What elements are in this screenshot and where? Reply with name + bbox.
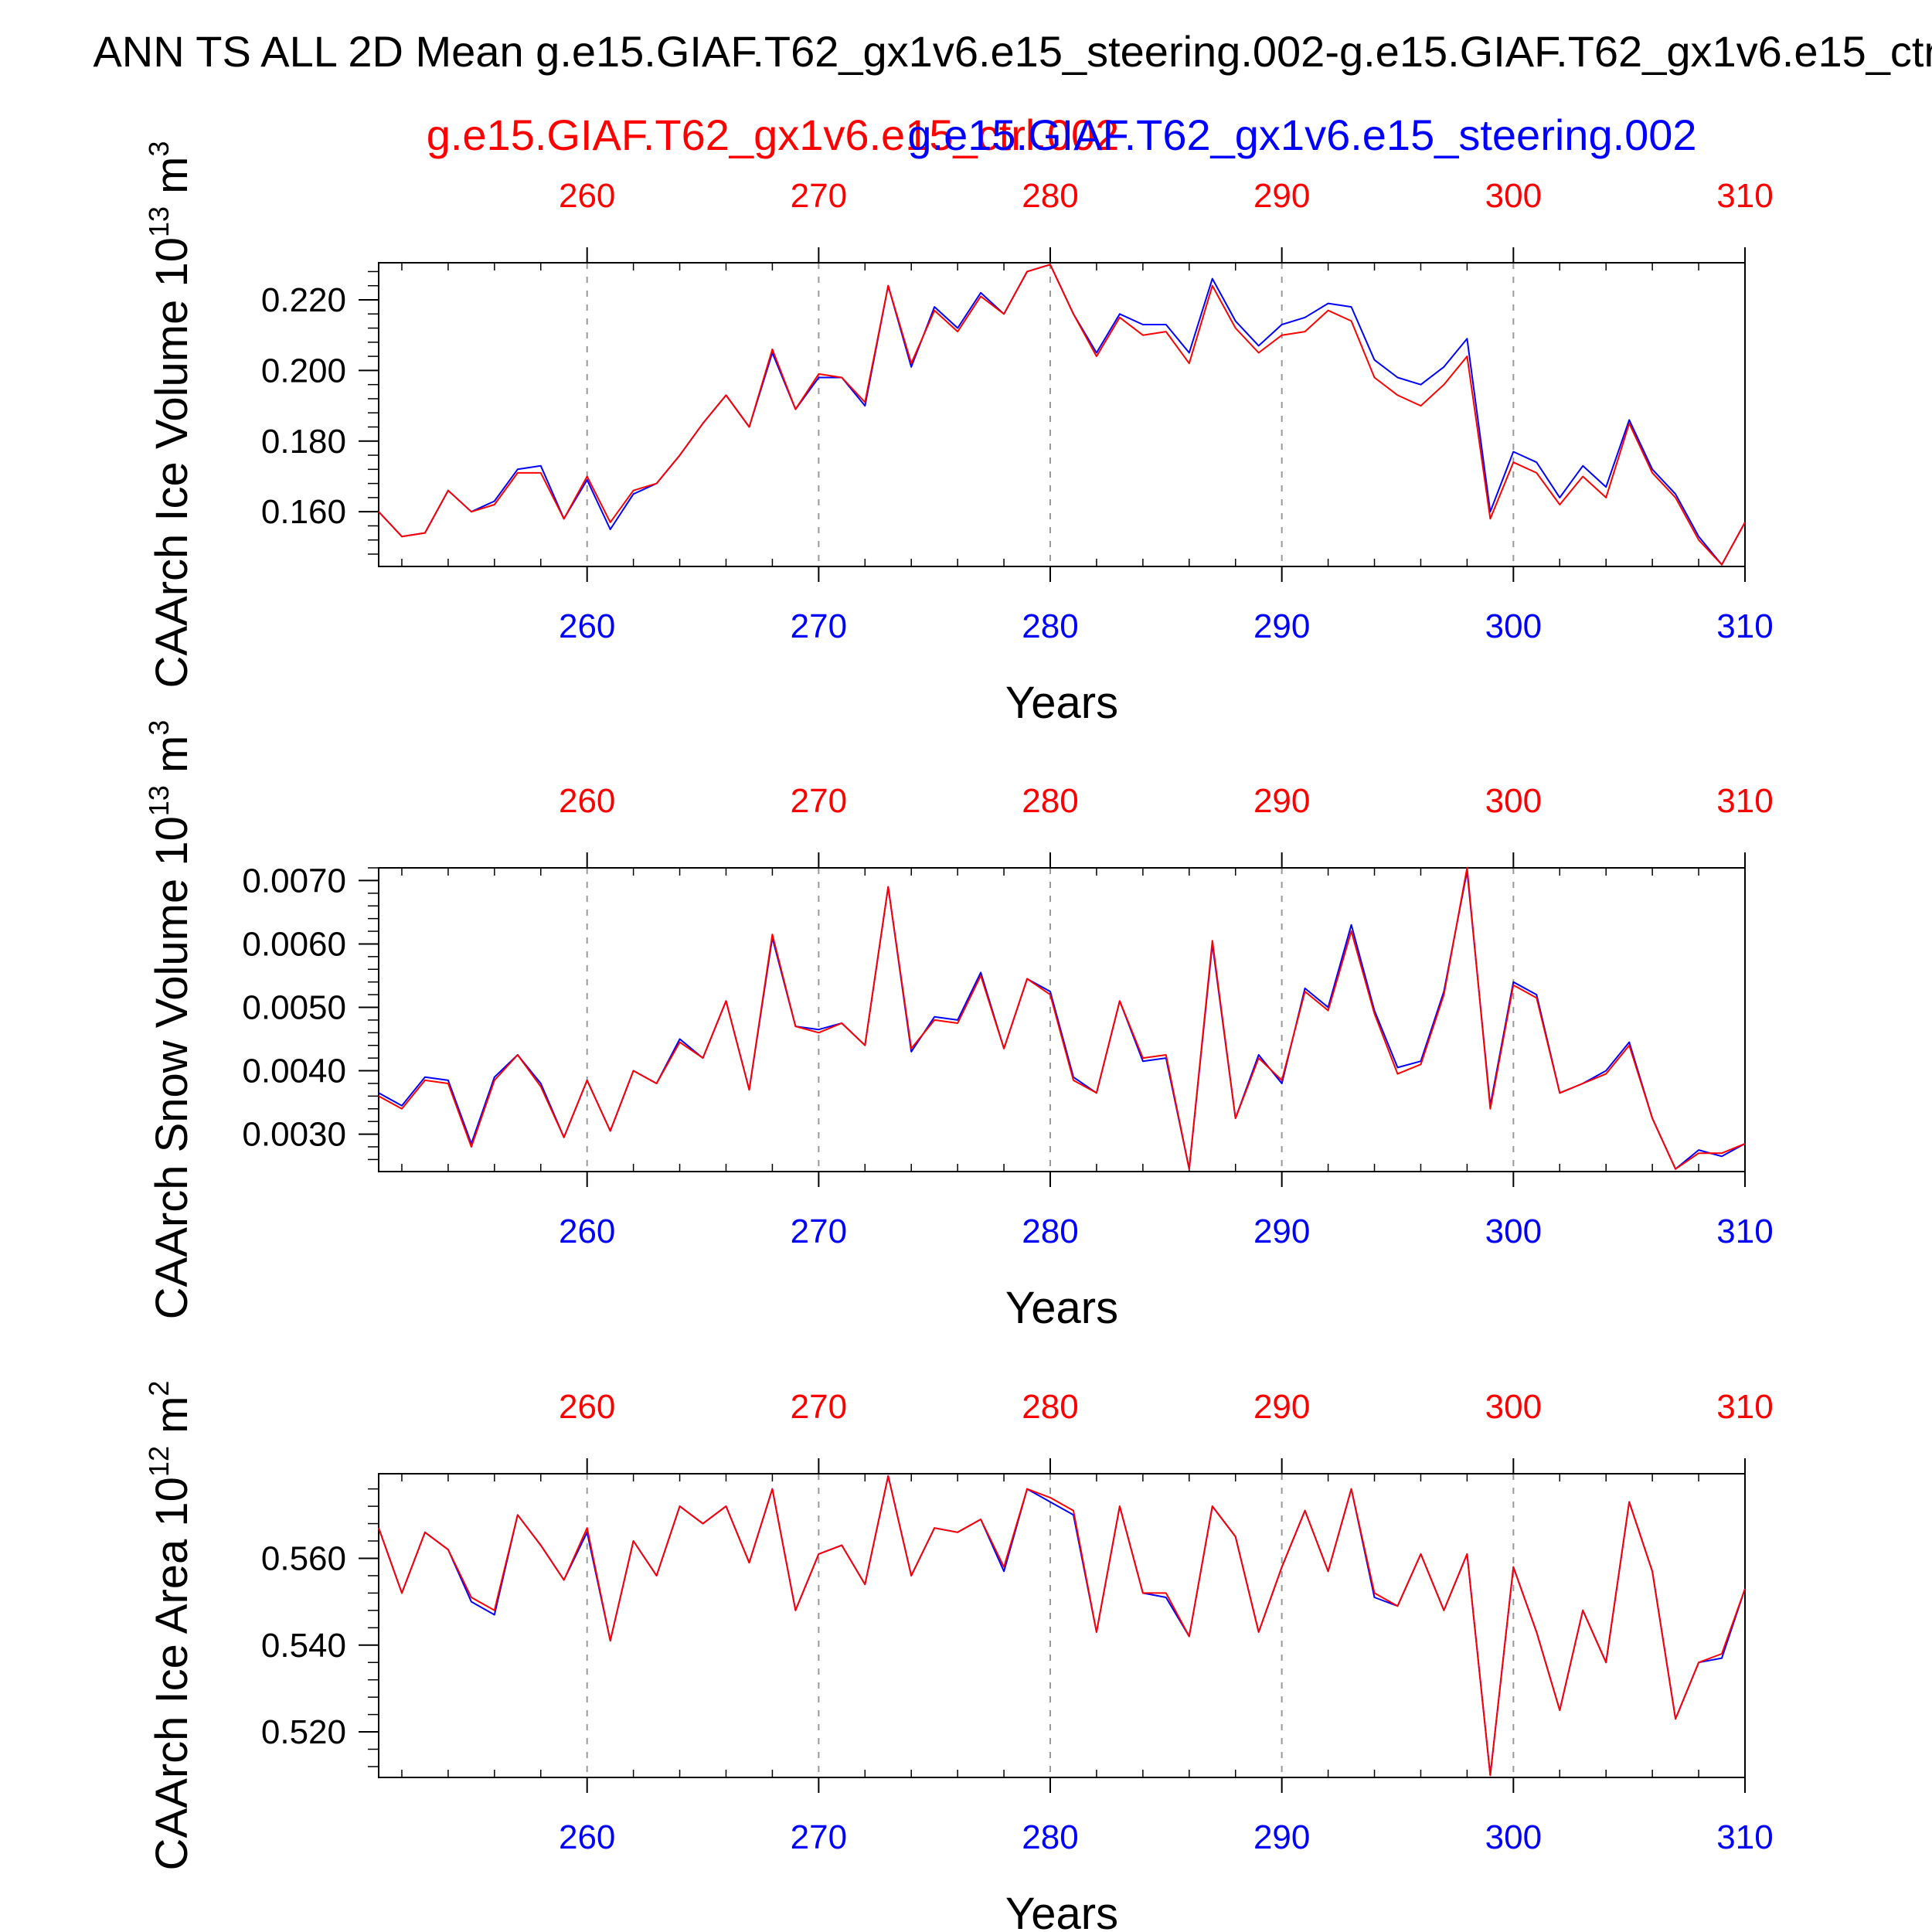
chart-panel-2: 260 260 270 270 280 280 290 290 300 300 310 310 0.00… [143, 720, 1774, 1333]
x-tick-label-top: 310 [1716, 177, 1773, 215]
x-tick-label-top: 280 [1022, 177, 1078, 215]
y-tick-label: 0.520 [261, 1713, 346, 1751]
chart-panel-1: 260 260 270 270 280 280 290 290 300 300 310 310 0.16… [143, 141, 1774, 728]
x-tick-label-bottom: 260 [559, 1213, 615, 1250]
x-tick-label-bottom: 310 [1716, 607, 1773, 645]
x-axis-label: Years [1005, 678, 1118, 728]
x-tick-label-top: 300 [1485, 1388, 1542, 1426]
y-tick-label: 0.0040 [242, 1053, 346, 1090]
chart-panels: 260 260 270 270 280 280 290 290 300 300 310 310 0.16… [143, 141, 1774, 1932]
y-axis-label-part: m [147, 736, 197, 785]
y-tick-label: 0.220 [261, 281, 346, 319]
series-line-ctrl [378, 867, 1746, 1170]
x-tick-label-bottom: 300 [1485, 1213, 1542, 1250]
x-tick-label-bottom: 280 [1022, 1818, 1078, 1856]
y-axis-label-part: m [147, 157, 197, 206]
y-axis-label-part: 3 [143, 720, 175, 736]
x-tick-label-top: 270 [791, 177, 847, 215]
series-line-steering [378, 1475, 1746, 1777]
y-axis-label-part: CAArch Snow Volume 10 [147, 816, 197, 1319]
x-tick-label-top: 300 [1485, 782, 1542, 820]
x-tick-label-bottom: 290 [1253, 1213, 1310, 1250]
series-line-ctrl [378, 1475, 1746, 1777]
y-axis-label-part: 13 [143, 206, 175, 237]
x-tick-label-bottom: 260 [559, 1818, 615, 1856]
x-tick-label-top: 310 [1716, 782, 1773, 820]
x-tick-label-top: 290 [1253, 1388, 1310, 1426]
y-axis-label: CAArch Snow Volume 1013 m3 [143, 720, 197, 1320]
plot-frame [378, 1473, 1746, 1778]
series-line-steering [378, 870, 1746, 1170]
x-tick-label-bottom: 300 [1485, 607, 1542, 645]
x-tick-label-top: 270 [791, 1388, 847, 1426]
x-tick-label-top: 300 [1485, 177, 1542, 215]
legend-ctrl: g.e15.GIAF.T62_gx1v6.e15_ctrl.002 [427, 111, 1120, 159]
figure-title: ANN TS ALL 2D Mean g.e15.GIAF.T62_gx1v6.… [93, 27, 1932, 76]
y-axis-label: CAArch Ice Area 1012 m2 [143, 1381, 197, 1871]
x-tick-label-top: 290 [1253, 177, 1310, 215]
y-axis-label-part: CAArch Ice Volume 10 [147, 237, 197, 689]
y-tick-label: 0.560 [261, 1539, 346, 1577]
x-tick-label-bottom: 270 [791, 607, 847, 645]
y-tick-label: 0.0060 [242, 925, 346, 963]
x-tick-label-top: 270 [791, 782, 847, 820]
y-axis-label-part: 13 [143, 785, 175, 816]
x-tick-label-bottom: 270 [791, 1213, 847, 1250]
y-axis-label-part: 3 [143, 141, 175, 156]
x-tick-label-top: 260 [559, 1388, 615, 1426]
y-axis-label-part: 2 [143, 1381, 175, 1396]
x-tick-label-bottom: 290 [1253, 1818, 1310, 1856]
x-tick-label-top: 260 [559, 782, 615, 820]
x-tick-label-bottom: 270 [791, 1818, 847, 1856]
y-axis-label: CAArch Ice Volume 1013 m3 [143, 141, 197, 688]
x-tick-label-bottom: 290 [1253, 607, 1310, 645]
legend-steering: g.e15.GIAF.T62_gx1v6.e15_steering.002 [907, 111, 1696, 159]
plot-frame [378, 262, 1746, 567]
x-tick-label-bottom: 310 [1716, 1213, 1773, 1250]
plot-frame [378, 867, 1746, 1172]
x-tick-label-top: 280 [1022, 782, 1078, 820]
y-axis-label-part: CAArch Ice Area 10 [147, 1477, 197, 1870]
y-tick-label: 0.0050 [242, 989, 346, 1027]
series-line-steering [378, 264, 1746, 566]
x-tick-label-top: 280 [1022, 1388, 1078, 1426]
x-axis-label: Years [1005, 1283, 1118, 1333]
x-tick-label-top: 260 [559, 177, 615, 215]
y-tick-label: 0.200 [261, 352, 346, 389]
y-tick-label: 0.160 [261, 493, 346, 531]
y-axis-label-part: 12 [143, 1446, 175, 1477]
y-tick-label: 0.540 [261, 1627, 346, 1665]
x-tick-label-top: 290 [1253, 782, 1310, 820]
x-axis-label: Years [1005, 1889, 1118, 1932]
x-tick-label-top: 310 [1716, 1388, 1773, 1426]
y-axis-label-part: m [147, 1396, 197, 1446]
x-tick-label-bottom: 260 [559, 607, 615, 645]
x-tick-label-bottom: 310 [1716, 1818, 1773, 1856]
series-line-ctrl [378, 264, 1746, 566]
x-tick-label-bottom: 280 [1022, 607, 1078, 645]
y-tick-label: 0.0070 [242, 862, 346, 900]
x-tick-label-bottom: 280 [1022, 1213, 1078, 1250]
y-tick-label: 0.180 [261, 423, 346, 461]
y-tick-label: 0.0030 [242, 1116, 346, 1154]
x-tick-label-bottom: 300 [1485, 1818, 1542, 1856]
chart-panel-3: 260 260 270 270 280 280 290 290 300 300 310 310 0.52… [143, 1381, 1774, 1932]
